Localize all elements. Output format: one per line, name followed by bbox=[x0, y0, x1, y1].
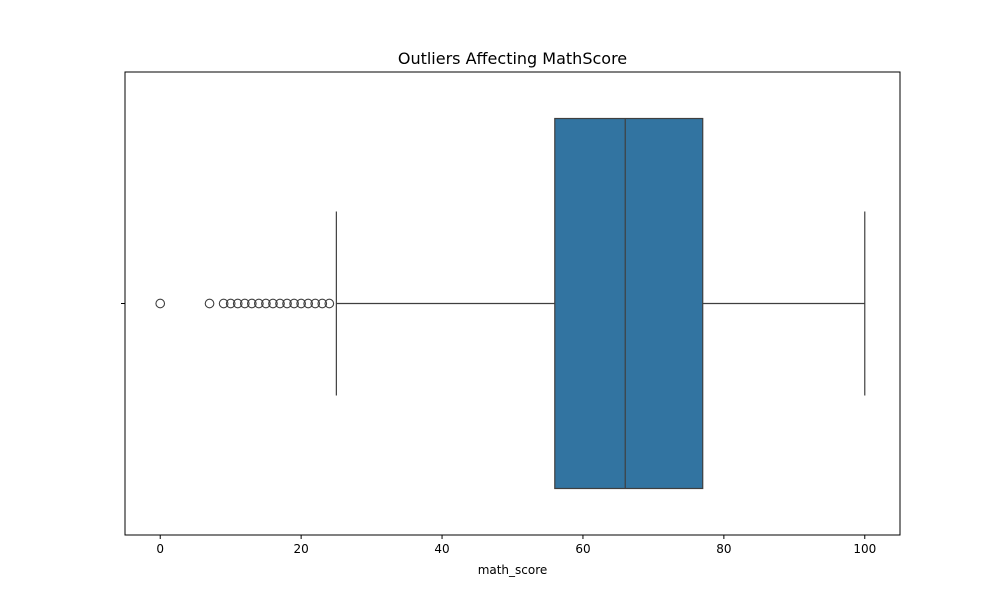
x-tick-label: 100 bbox=[853, 542, 876, 556]
outlier-point bbox=[296, 298, 306, 309]
outlier-point bbox=[246, 298, 257, 309]
outlier-point bbox=[225, 298, 236, 309]
outlier-point bbox=[204, 298, 215, 309]
x-axis-label: math_score bbox=[478, 563, 548, 577]
x-tick-label: 0 bbox=[156, 542, 164, 556]
iqr-box bbox=[554, 117, 704, 490]
outlier-point bbox=[261, 298, 271, 309]
outlier-point bbox=[239, 298, 250, 309]
outlier-point bbox=[254, 298, 264, 309]
outlier-point bbox=[232, 298, 243, 309]
outlier-point bbox=[303, 298, 314, 309]
outlier-points bbox=[155, 298, 335, 309]
outlier-point bbox=[275, 298, 285, 309]
outlier-point bbox=[310, 298, 321, 309]
x-tick-label: 80 bbox=[716, 542, 731, 556]
outlier-point bbox=[155, 298, 166, 309]
x-tick-label: 60 bbox=[575, 542, 590, 556]
x-tick-label: 20 bbox=[293, 542, 308, 556]
chart-title: Outliers Affecting MathScore bbox=[398, 49, 627, 68]
x-axis-ticks: 0 20 40 60 80 100 bbox=[156, 535, 876, 556]
outlier-point bbox=[289, 298, 299, 309]
x-tick-label: 40 bbox=[434, 542, 449, 556]
outlier-point bbox=[324, 298, 335, 309]
outlier-point bbox=[282, 298, 292, 309]
outlier-point bbox=[317, 298, 328, 309]
outlier-point bbox=[268, 298, 278, 309]
boxplot bbox=[335, 117, 866, 490]
outlier-point bbox=[218, 298, 229, 309]
